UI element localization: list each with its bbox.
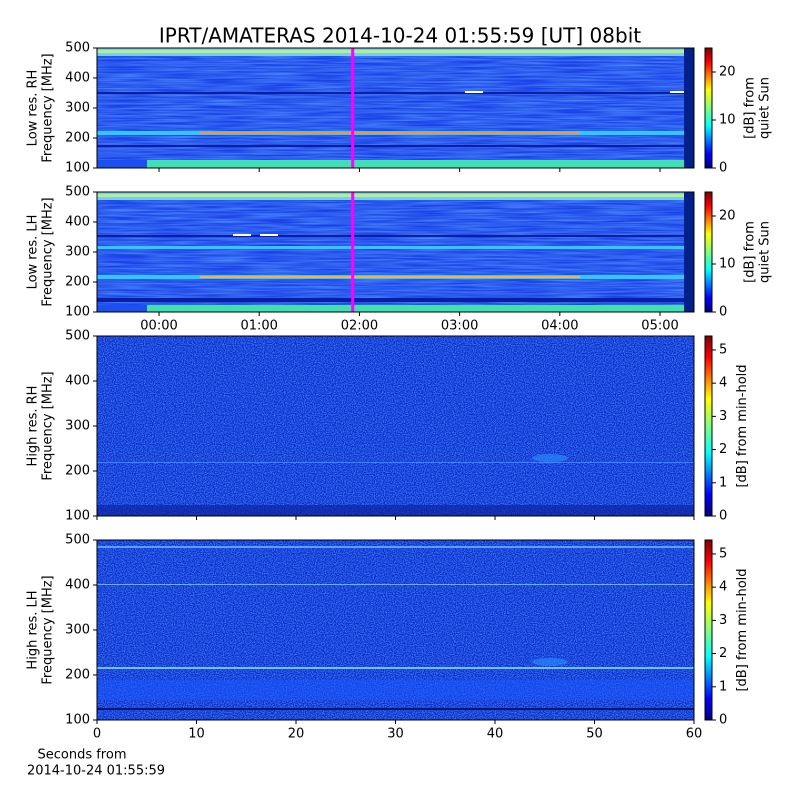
y-tick-label: 500 [65, 41, 90, 56]
y-tick-label: 400 [65, 374, 90, 389]
colorbar-tick-label: 5 [719, 342, 727, 357]
y-tick-label: 200 [65, 668, 90, 683]
x-tick-label: 30 [387, 727, 404, 742]
y-tick-label: 100 [65, 509, 90, 524]
x-tick-label: 01:00 [240, 319, 277, 334]
colorbar-tick-label: 0 [719, 713, 727, 728]
colorbar-tick-label: 4 [719, 376, 727, 391]
y-tick-label: 500 [65, 185, 90, 200]
time-marker [351, 48, 355, 168]
colorbar-tick-label: 20 [719, 65, 736, 80]
colorbar-label-line: quiet Sun [757, 221, 772, 283]
y-tick-label: 100 [65, 305, 90, 320]
y-axis-label-line: Frequency [MHz] [40, 371, 55, 480]
y-tick-label: 300 [65, 623, 90, 638]
y-tick-label: 300 [65, 245, 90, 260]
spectrogram-image [97, 192, 694, 312]
colorbar-tick-label: 3 [719, 409, 727, 424]
colorbar-tick-label: 2 [719, 646, 727, 661]
colorbar-label-line: [dB] from [742, 77, 757, 139]
colorbar [704, 191, 713, 313]
colorbar-tick-label: 2 [719, 442, 727, 457]
y-axis-label: Low res. LHFrequency [MHz] [25, 197, 55, 306]
x-tick-label: 00:00 [140, 319, 177, 334]
colorbar-label: [dB] fromquiet Sun [742, 77, 772, 139]
y-tick-label: 400 [65, 578, 90, 593]
colorbar-tick-label: 0 [719, 161, 727, 176]
colorbar-label-line: quiet Sun [757, 77, 772, 139]
x-tick-label: 20 [288, 727, 305, 742]
x-tick-label: 60 [686, 727, 703, 742]
colorbar-tick-label: 10 [719, 113, 736, 128]
y-axis-label-line: Frequency [MHz] [40, 53, 55, 162]
y-axis-label-line: Frequency [MHz] [40, 197, 55, 306]
colorbar [704, 539, 713, 721]
y-tick-label: 200 [65, 275, 90, 290]
colorbar-tick-label: 0 [719, 305, 727, 320]
y-tick-label: 300 [65, 101, 90, 116]
colorbar-tick-label: 5 [719, 546, 727, 561]
x-tick-label: 10 [188, 727, 205, 742]
y-axis-label: High res. RHFrequency [MHz] [25, 371, 55, 480]
y-tick-label: 100 [65, 161, 90, 176]
colorbar [704, 335, 713, 517]
x-tick-label: 03:00 [441, 319, 478, 334]
colorbar-label-line: [dB] from min-hold [735, 568, 750, 691]
y-axis-label-line: Low res. LH [25, 215, 40, 290]
y-tick-label: 500 [65, 329, 90, 344]
y-tick-label: 200 [65, 464, 90, 479]
y-tick-label: 400 [65, 215, 90, 230]
chart-title: IPRT/AMATERAS 2014-10-24 01:55:59 [UT] 0… [159, 24, 641, 48]
x-tick-label: 05:00 [641, 319, 678, 334]
time-marker [351, 192, 355, 312]
y-axis-label: Low res. RHFrequency [MHz] [25, 53, 55, 162]
colorbar-tick-label: 1 [719, 679, 727, 694]
spectrogram-image [97, 540, 694, 720]
y-tick-label: 500 [65, 533, 90, 548]
x-tick-label: 40 [487, 727, 504, 742]
x-tick-label: 02:00 [341, 319, 378, 334]
y-axis-label-line: Low res. RH [25, 70, 40, 147]
y-tick-label: 300 [65, 419, 90, 434]
y-axis-label-line: Frequency [MHz] [40, 575, 55, 684]
x-axis-label: Seconds from [37, 748, 126, 763]
colorbar-tick-label: 0 [719, 509, 727, 524]
y-tick-label: 400 [65, 71, 90, 86]
colorbar-label: [dB] from min-hold [735, 364, 750, 487]
x-axis-label: 2014-10-24 01:55:59 [27, 764, 165, 779]
colorbar-label-line: [dB] from [742, 221, 757, 283]
colorbar-tick-label: 10 [719, 257, 736, 272]
y-axis-label-line: High res. RH [25, 386, 40, 467]
colorbar-tick-label: 3 [719, 613, 727, 628]
x-tick-label: 04:00 [541, 319, 578, 334]
colorbar-label: [dB] fromquiet Sun [742, 221, 772, 283]
x-tick-label: 0 [93, 727, 101, 742]
colorbar-label: [dB] from min-hold [735, 568, 750, 691]
colorbar [704, 47, 713, 169]
colorbar-tick-label: 1 [719, 475, 727, 490]
spectrogram-image [97, 336, 694, 516]
colorbar-tick-label: 4 [719, 580, 727, 595]
x-tick-label: 50 [586, 727, 603, 742]
colorbar-tick-label: 20 [719, 209, 736, 224]
y-tick-label: 100 [65, 713, 90, 728]
y-axis-label-line: High res. LH [25, 590, 40, 669]
colorbar-label-line: [dB] from min-hold [735, 364, 750, 487]
y-tick-label: 200 [65, 131, 90, 146]
spectrogram-image [97, 48, 694, 168]
y-axis-label: High res. LHFrequency [MHz] [25, 575, 55, 684]
